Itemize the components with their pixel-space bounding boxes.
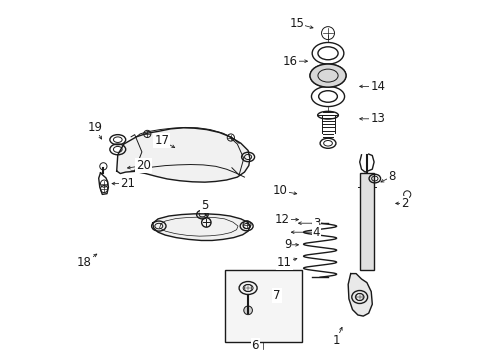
Polygon shape bbox=[347, 274, 371, 316]
Text: 8: 8 bbox=[387, 170, 395, 183]
Ellipse shape bbox=[309, 64, 346, 87]
Bar bbox=[359, 173, 373, 270]
Text: 2: 2 bbox=[400, 197, 407, 210]
Text: 9: 9 bbox=[284, 238, 291, 251]
Text: 14: 14 bbox=[369, 80, 385, 93]
Polygon shape bbox=[117, 128, 249, 182]
Text: 19: 19 bbox=[87, 121, 102, 134]
Text: 12: 12 bbox=[274, 213, 289, 226]
Text: 13: 13 bbox=[369, 112, 385, 125]
Text: 5: 5 bbox=[201, 199, 208, 212]
Bar bbox=[224, 270, 302, 342]
Circle shape bbox=[244, 306, 252, 315]
Text: 18: 18 bbox=[77, 256, 92, 269]
Text: 11: 11 bbox=[276, 256, 291, 269]
Polygon shape bbox=[152, 214, 249, 240]
Text: 17: 17 bbox=[154, 134, 169, 147]
Text: 16: 16 bbox=[283, 55, 298, 68]
Text: 15: 15 bbox=[289, 17, 304, 30]
Text: 3: 3 bbox=[312, 217, 320, 230]
Text: 7: 7 bbox=[273, 289, 280, 302]
Text: 6: 6 bbox=[251, 339, 259, 352]
Text: 20: 20 bbox=[136, 159, 151, 172]
Text: 10: 10 bbox=[272, 184, 287, 197]
Text: 1: 1 bbox=[332, 334, 339, 347]
Text: 4: 4 bbox=[312, 226, 320, 239]
Text: 21: 21 bbox=[120, 177, 135, 190]
